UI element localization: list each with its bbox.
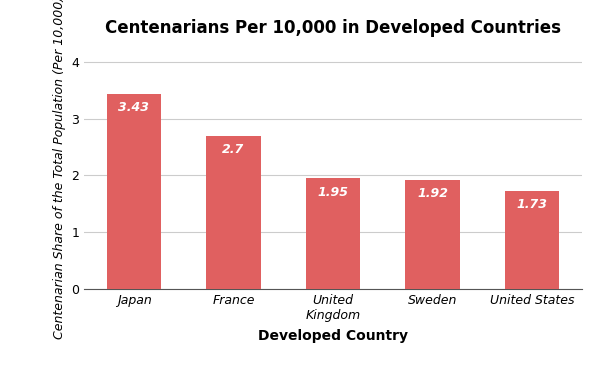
Text: 3.43: 3.43	[118, 101, 149, 115]
Bar	[107, 94, 161, 289]
Y-axis label: Centenarian Share of the Total Population (Per 10,000): Centenarian Share of the Total Populatio…	[53, 0, 65, 338]
Bar	[405, 180, 460, 289]
Text: 2.7: 2.7	[223, 143, 245, 156]
Text: 1.92: 1.92	[417, 187, 448, 200]
Text: 1.73: 1.73	[517, 198, 548, 211]
Bar	[505, 191, 559, 289]
Text: 1.95: 1.95	[317, 186, 349, 199]
Title: Centenarians Per 10,000 in Developed Countries: Centenarians Per 10,000 in Developed Cou…	[105, 19, 561, 37]
X-axis label: Developed Country: Developed Country	[258, 329, 408, 343]
Bar	[206, 136, 261, 289]
Bar	[305, 178, 361, 289]
